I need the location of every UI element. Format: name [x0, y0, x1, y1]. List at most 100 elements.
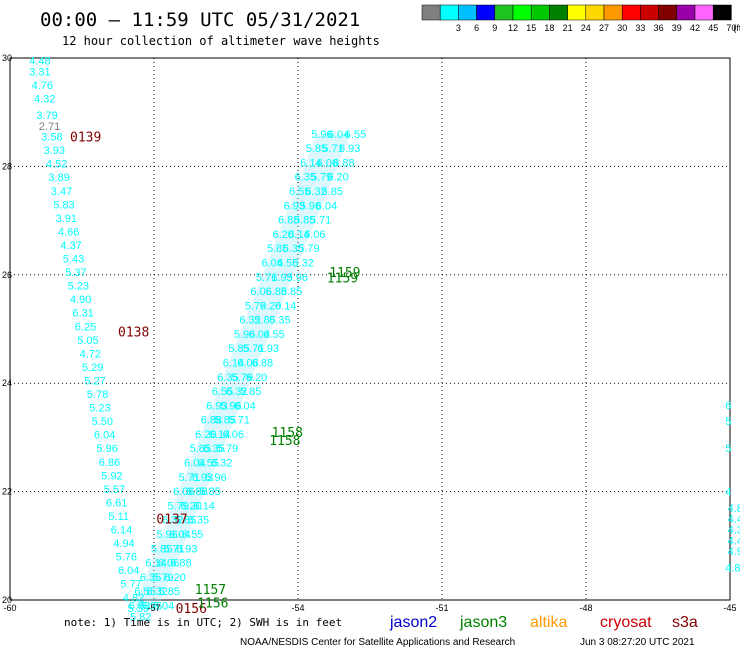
wave-height-value: 5.23: [68, 281, 89, 293]
colorbar-swatch: [421, 4, 441, 21]
pass-time-label: 1158: [272, 426, 303, 441]
wave-height-value: 3.93: [44, 145, 65, 157]
band-value-label: 6.93: [129, 600, 150, 612]
wave-height-value: 4.32: [34, 94, 55, 106]
wave-height-value: 6.14: [111, 525, 132, 537]
y-tick-label: 30: [2, 53, 12, 63]
band-value-label: 6.35: [203, 443, 224, 455]
band-value-label: 5.71: [179, 472, 200, 484]
band-value-label: 6.88: [201, 415, 222, 427]
band-value-label: 5.71: [243, 343, 264, 355]
footer-timestamp: Jun 3 08:27:20 UTC 2021: [580, 637, 695, 648]
band-value-label: 6.14: [223, 358, 244, 370]
wave-height-value: 4.94: [113, 538, 134, 550]
band-value-label: 5.96: [311, 129, 332, 141]
y-tick-label: 26: [2, 270, 12, 280]
band-value-label: 6.14: [300, 157, 321, 169]
band-value-label: 6.04: [249, 329, 270, 341]
wave-height-value: 3.47: [51, 186, 72, 198]
x-tick-label: -54: [291, 603, 304, 613]
satellite-legend-item: cryosat: [600, 614, 652, 631]
band-value-label: 5.85: [159, 586, 180, 598]
pass-time-label: 1158: [269, 434, 300, 449]
band-value-label: 6.55: [345, 129, 366, 141]
colorbar-label: 42: [690, 23, 700, 33]
band-value-label: 6.55: [263, 329, 284, 341]
colorbar-label: 39: [672, 23, 682, 33]
wave-height-value: 6: [725, 400, 731, 412]
band-value-label: 6.93: [192, 472, 213, 484]
band-value-label: 5.79: [232, 372, 253, 384]
band-value-label: 6.88: [186, 486, 207, 498]
band-value-label: 6.93: [206, 400, 227, 412]
band-value-label: 5.79: [152, 572, 173, 584]
band-value-label: 6.06: [304, 229, 325, 241]
colorbar-swatch: [694, 4, 714, 21]
band-value-label: 5.71: [163, 543, 184, 555]
band-value-label: 6.35: [269, 315, 290, 327]
band-value-label: 6.32: [239, 315, 260, 327]
band-value-label: 5.71: [322, 143, 343, 155]
wave-height-value: 3.31: [29, 67, 50, 79]
band-value-label: 6.32: [211, 458, 232, 470]
band-value-label: 6.14: [288, 229, 309, 241]
band-value-label: 6.35: [188, 515, 209, 527]
band-value-label: 6.32: [146, 586, 167, 598]
band-value-label: 6.14: [209, 429, 230, 441]
pass-time-label: 1156: [197, 597, 228, 612]
wave-height-value: 4.3: [728, 525, 740, 537]
band-value-label: 5.85: [199, 486, 220, 498]
colorbar-swatch: [658, 4, 678, 21]
band-value-label: 5.96: [205, 472, 226, 484]
band-value-label: 6.06: [173, 486, 194, 498]
band-value-label: 6.32: [162, 515, 183, 527]
band-value-label: 5.85: [175, 515, 196, 527]
axis-tick-labels: -60 -57 -54 -51 -48 -45 20 22 24 26 28 30: [2, 53, 737, 613]
wave-height-value: 4.76: [32, 80, 53, 92]
colorbar-swatch: [476, 4, 496, 21]
pass-time-label: 0139: [70, 131, 101, 146]
satellite-legend-item: jason2: [389, 614, 437, 631]
colorbar-swatch: [567, 4, 587, 21]
band-value-label: 5.79: [311, 172, 332, 184]
band-value-label: 5.85: [267, 243, 288, 255]
band-value-label: 6.93: [339, 143, 360, 155]
wave-height-value: 2.71: [39, 121, 60, 133]
colorbar-swatch: [439, 4, 459, 21]
band-value-label: 6.55: [277, 257, 298, 269]
wave-height-value: 5.78: [87, 389, 108, 401]
band-value-label: 6.14: [194, 500, 215, 512]
band-value-label: 5.71: [256, 272, 277, 284]
wave-height-value: 5.92: [101, 470, 122, 482]
band-value-label: 6.35: [295, 172, 316, 184]
wave-height-value: 4.37: [60, 240, 81, 252]
wave-height-value: 6.86: [99, 457, 120, 469]
colorbar-swatch: [530, 4, 550, 21]
band-value-label: 5.85: [151, 543, 172, 555]
colorbar-label: 30: [617, 23, 627, 33]
colorbar-label: 12: [508, 23, 518, 33]
y-tick-label: 22: [2, 487, 12, 497]
wave-height-value: 6.04: [118, 565, 139, 577]
band-value-label: 6.35: [283, 243, 304, 255]
wave-height-value: 3.58: [41, 132, 62, 144]
band-value-label: 5.71: [310, 215, 331, 227]
colorbar-label: 3: [456, 23, 461, 33]
band-value-label: 6.55: [134, 586, 155, 598]
band-value-label: 5.85: [306, 143, 327, 155]
wave-height-value: 4.9: [728, 546, 740, 558]
wave-height-value: 5.11: [108, 511, 129, 523]
band-value-label: 6.06: [237, 358, 258, 370]
band-value-label: 6.32: [292, 257, 313, 269]
band-value-label: 6.04: [169, 529, 190, 541]
band-value-label: 5.85: [281, 286, 302, 298]
footer-note: note: 1) Time is in UTC; 2) SWH is in fe…: [64, 616, 342, 629]
wave-height-value: 5.27: [84, 375, 105, 387]
band-value-label: 5.79: [217, 443, 238, 455]
band-value-label: 6.04: [184, 458, 205, 470]
colorbar-label: 6: [474, 23, 479, 33]
colorbar-label: 9: [492, 23, 497, 33]
band-value-label: 6.20: [327, 172, 348, 184]
colorbar-label: 36: [654, 23, 664, 33]
